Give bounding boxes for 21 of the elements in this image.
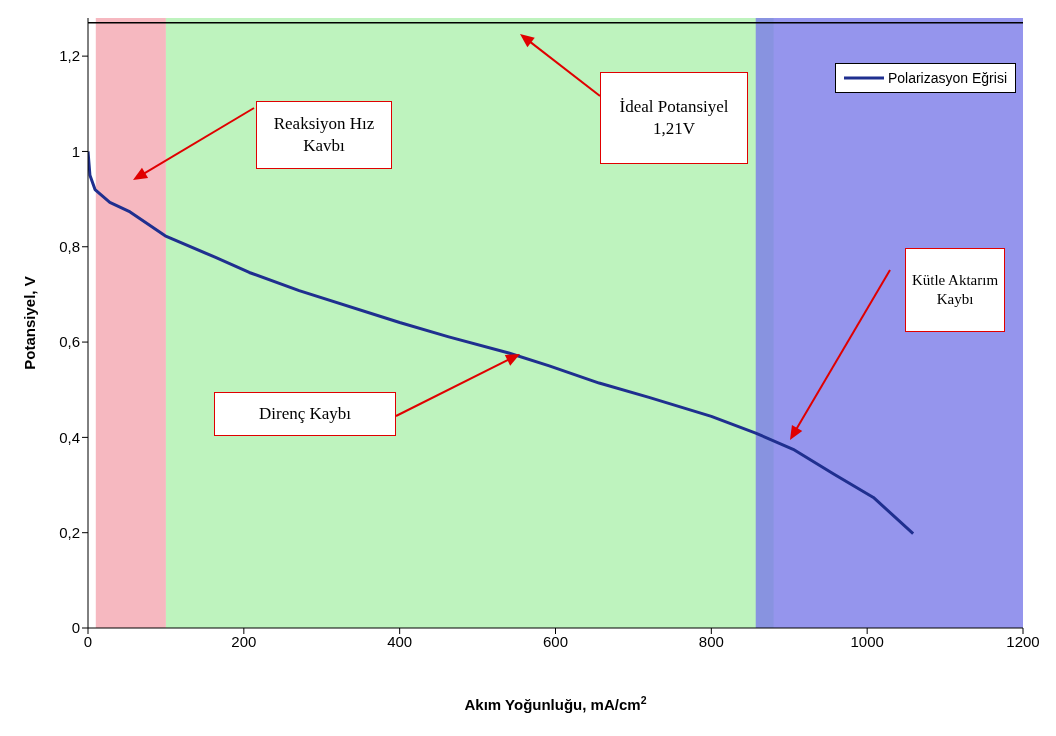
y-tick-label: 0,2 (59, 524, 80, 542)
legend-label: Polarizasyon Eğrisi (886, 70, 1007, 86)
y-axis-title: Potansiyel, V (21, 276, 39, 370)
x-tick-label: 200 (231, 632, 257, 650)
y-tick-label: 0,8 (59, 238, 80, 256)
y-tick-label: 0 (71, 619, 80, 637)
note-box: Kütle Aktarım Kaybı (905, 248, 1005, 332)
x-tick-label: 1200 (1006, 632, 1040, 650)
note-box: Reaksiyon Hız Kavbı (256, 101, 392, 169)
x-tick-label: 400 (387, 632, 413, 650)
y-tick-label: 0,6 (59, 333, 80, 351)
note-box: İdeal Potansiyel 1,21V (600, 72, 748, 164)
y-tick-label: 1 (71, 142, 80, 160)
note-box: Direnç Kaybı (214, 392, 396, 436)
y-tick-label: 0,4 (59, 428, 80, 446)
x-tick-label: 0 (83, 632, 93, 650)
x-tick-label: 800 (698, 632, 724, 650)
x-tick-label: 600 (542, 632, 569, 650)
y-tick-label: 1,2 (59, 47, 80, 65)
x-axis-title: Akım Yoğunluğu, mA/cm$^{2}$ (464, 694, 647, 713)
x-tick-label: 1000 (850, 632, 884, 650)
